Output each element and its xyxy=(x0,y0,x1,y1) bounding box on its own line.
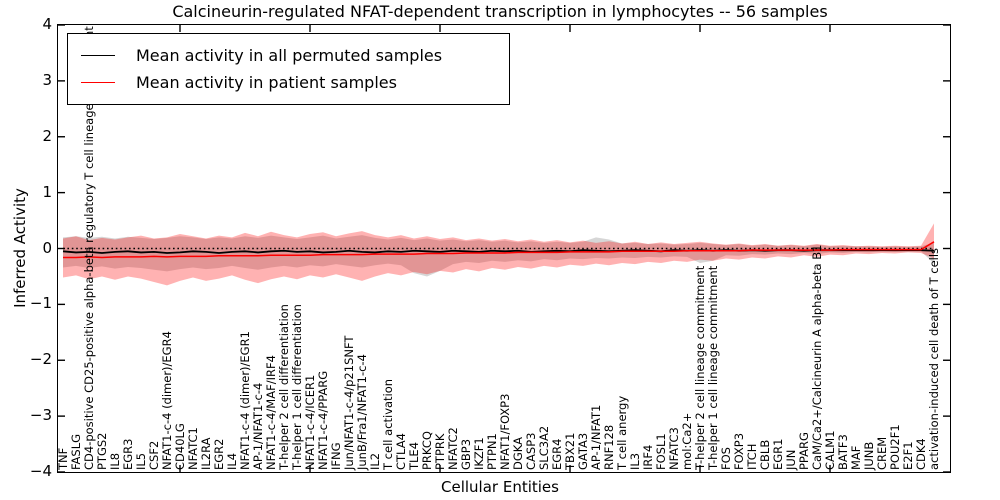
y-tick-label: 3 xyxy=(42,70,52,89)
y-tick-label: −4 xyxy=(29,462,52,480)
chart-canvas xyxy=(58,24,950,473)
legend-line-black xyxy=(81,55,115,56)
y-tick-label: −1 xyxy=(29,294,52,313)
y-tick-label: −2 xyxy=(29,350,52,369)
y-tick-label: 1 xyxy=(42,182,52,201)
legend-item: Mean activity in all permuted samples xyxy=(78,42,499,69)
patient-samples-std-band xyxy=(63,223,934,286)
y-tick-label: −3 xyxy=(29,406,52,425)
y-tick-label: 2 xyxy=(42,126,52,145)
legend: Mean activity in all permuted samples Me… xyxy=(67,33,510,105)
legend-line-red xyxy=(81,82,115,83)
legend-item: Mean activity in patient samples xyxy=(78,69,499,96)
x-axis-label: Cellular Entities xyxy=(441,478,559,496)
chart-title: Calcineurin-regulated NFAT-dependent tra… xyxy=(172,2,828,21)
legend-label: Mean activity in patient samples xyxy=(136,73,397,92)
permuted-samples-std-band xyxy=(63,235,934,277)
legend-label: Mean activity in all permuted samples xyxy=(136,46,443,65)
y-tick-label: 4 xyxy=(42,15,52,33)
y-tick-label: 0 xyxy=(42,238,52,257)
plot-area: TNF FASLG CD4-positive CD25-positive alpha… xyxy=(56,24,951,473)
patient-mean-line xyxy=(63,241,935,259)
